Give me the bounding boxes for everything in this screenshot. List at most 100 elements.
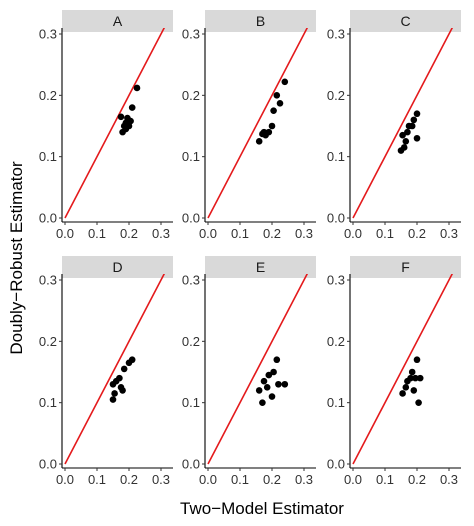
x-tick-label: 0.3: [440, 226, 458, 241]
strip-label: C: [400, 13, 410, 29]
y-tick-label: 0.2: [39, 334, 57, 349]
x-tick-label: 0.3: [152, 472, 170, 487]
data-point: [273, 92, 281, 99]
data-point: [117, 113, 125, 121]
y-tick-label: 0.2: [182, 334, 200, 349]
data-point: [413, 110, 421, 118]
y-tick-label: 0.0: [327, 211, 345, 226]
strip-label: F: [401, 259, 410, 275]
x-tick-label: 0.2: [120, 226, 138, 241]
data-point: [281, 78, 289, 86]
y-tick-label: 0.0: [182, 457, 200, 472]
x-tick-label: 0.1: [88, 226, 106, 241]
data-point: [260, 377, 268, 385]
data-point: [116, 374, 123, 382]
data-point: [410, 387, 418, 394]
data-point: [399, 390, 406, 397]
data-point: [276, 100, 284, 107]
y-tick-label: 0.3: [182, 273, 200, 288]
strip-label: B: [256, 13, 265, 29]
data-point: [415, 399, 422, 406]
data-point: [265, 371, 273, 379]
strip-label: E: [256, 259, 265, 275]
x-tick-label: 0.0: [199, 226, 217, 241]
x-tick-label: 0.0: [344, 226, 362, 241]
reference-line: [207, 274, 309, 465]
panel-D: D 0.0 0.1 0.2 0.3 0.0 0.1 0.2 0.3: [39, 256, 173, 487]
strip-background: [350, 256, 461, 278]
data-point: [128, 356, 136, 364]
x-tick-label: 0.0: [56, 226, 74, 241]
x-tick-label: 0.2: [120, 472, 138, 487]
data-point: [270, 107, 277, 114]
reference-line: [352, 28, 454, 219]
x-tick-label: 0.3: [152, 226, 170, 241]
data-point: [268, 393, 276, 400]
data-point: [273, 356, 281, 364]
reference-line: [207, 28, 309, 219]
strip-label: A: [113, 13, 123, 29]
x-tick-label: 0.2: [408, 472, 426, 487]
panels-grid: A 0.0 0.1 0.2 0.3 0.0 0.1 0.2 0.3 B 0.0 0.1 0.2 0.3 0.…: [39, 10, 461, 487]
data-point: [407, 374, 414, 382]
data-point: [120, 365, 128, 373]
data-point: [413, 134, 421, 142]
data-point: [275, 380, 282, 388]
y-tick-label: 0.3: [39, 27, 57, 42]
y-tick-label: 0.3: [327, 27, 345, 42]
strip-background: [62, 256, 173, 278]
strip-background: [350, 10, 461, 32]
x-tick-label: 0.1: [231, 226, 249, 241]
panel-E: E 0.0 0.1 0.2 0.3 0.0 0.1 0.2 0.3: [182, 256, 316, 487]
x-tick-label: 0.1: [376, 226, 394, 241]
y-tick-label: 0.2: [39, 88, 57, 103]
y-tick-label: 0.1: [182, 149, 200, 164]
data-point: [410, 116, 418, 124]
y-tick-label: 0.0: [39, 211, 57, 226]
data-point: [408, 368, 416, 376]
x-tick-label: 0.1: [88, 472, 106, 487]
x-axis-title: Two−Model Estimator: [180, 499, 344, 518]
y-tick-label: 0.3: [182, 27, 200, 42]
x-tick-label: 0.0: [199, 472, 217, 487]
data-point: [109, 396, 117, 403]
y-tick-label: 0.0: [39, 457, 57, 472]
data-point: [413, 356, 421, 364]
strip-label: D: [112, 259, 122, 275]
reference-line: [64, 274, 166, 465]
data-point: [255, 138, 263, 145]
data-point: [412, 374, 419, 382]
data-point: [122, 119, 130, 127]
data-point: [255, 387, 263, 394]
x-tick-label: 0.3: [295, 226, 313, 241]
x-tick-label: 0.0: [344, 472, 362, 487]
data-point: [408, 122, 416, 130]
data-point: [263, 384, 271, 391]
x-tick-label: 0.2: [408, 226, 426, 241]
data-point: [399, 131, 406, 139]
panel-C: C 0.0 0.1 0.2 0.3 0.0 0.1 0.2 0.3: [327, 10, 461, 241]
data-point: [128, 104, 136, 111]
x-tick-label: 0.0: [56, 472, 74, 487]
data-point: [119, 387, 126, 394]
data-point: [133, 84, 141, 92]
data-point: [270, 368, 277, 376]
y-tick-label: 0.1: [39, 395, 57, 410]
y-axis-title: Doubly−Robust Estimator: [7, 161, 26, 355]
strip-background: [205, 256, 316, 278]
data-point: [111, 390, 118, 397]
x-tick-label: 0.1: [231, 472, 249, 487]
data-point: [265, 128, 273, 136]
reference-line: [352, 274, 454, 465]
x-tick-label: 0.3: [440, 472, 458, 487]
data-point: [268, 122, 276, 130]
x-tick-label: 0.1: [376, 472, 394, 487]
y-tick-label: 0.1: [39, 149, 57, 164]
y-tick-label: 0.1: [327, 395, 345, 410]
y-tick-label: 0.1: [182, 395, 200, 410]
data-point: [404, 128, 411, 136]
strip-background: [205, 10, 316, 32]
reference-line: [64, 28, 166, 219]
panel-F: F 0.0 0.1 0.2 0.3 0.0 0.1 0.2 0.3: [327, 256, 461, 487]
